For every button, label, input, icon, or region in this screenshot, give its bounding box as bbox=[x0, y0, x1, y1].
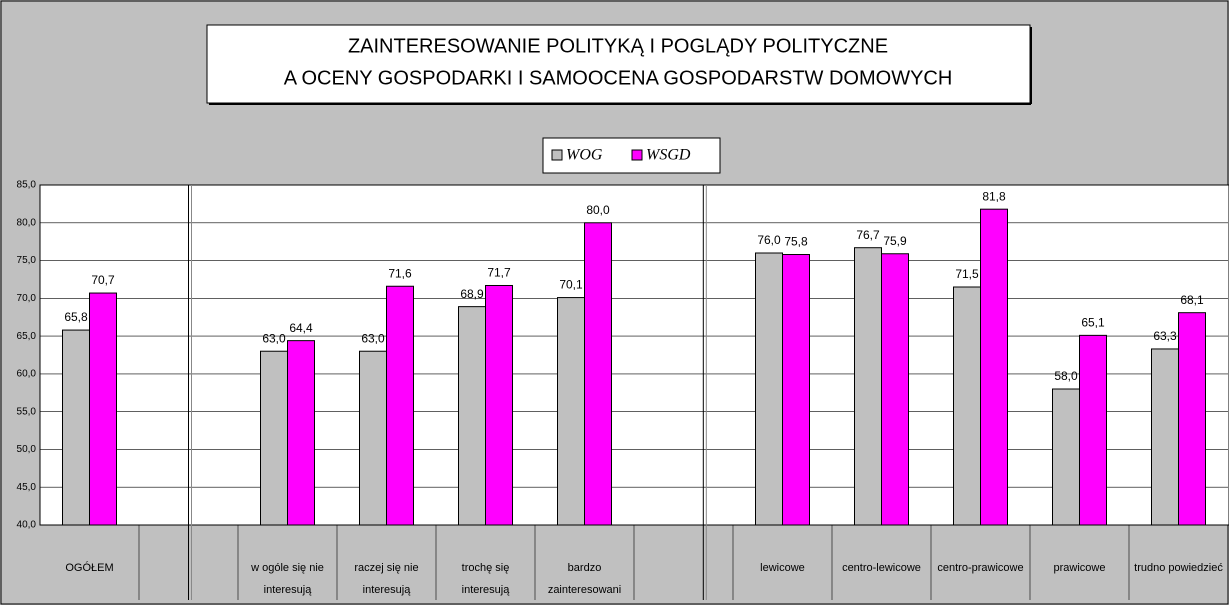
value-label: 63,3 bbox=[1153, 329, 1177, 343]
y-tick-label: 55,0 bbox=[17, 406, 37, 417]
x-tick-label: w ogóle się nie interesują bbox=[251, 562, 324, 596]
value-label: 71,5 bbox=[955, 267, 979, 281]
value-label: 71,7 bbox=[487, 266, 511, 280]
x-tick-label: centro-lewicowe bbox=[842, 562, 921, 574]
value-label: 71,6 bbox=[388, 266, 412, 280]
value-label: 58,0 bbox=[1054, 369, 1078, 383]
value-label: 76,7 bbox=[856, 228, 880, 242]
y-tick-label: 60,0 bbox=[17, 369, 37, 380]
value-label: 68,9 bbox=[460, 287, 484, 301]
x-tick-label: raczej się nie interesują bbox=[354, 562, 419, 596]
value-label: 75,8 bbox=[784, 235, 808, 249]
y-tick-label: 85,0 bbox=[17, 180, 37, 191]
value-label: 65,1 bbox=[1081, 316, 1105, 330]
legend-label: WOG bbox=[566, 147, 603, 164]
bar bbox=[260, 350, 288, 526]
bar bbox=[359, 350, 387, 526]
bar bbox=[980, 208, 1008, 526]
bar bbox=[485, 284, 513, 526]
value-label: 65,8 bbox=[64, 310, 88, 324]
bar bbox=[854, 247, 882, 526]
y-tick-label: 40,0 bbox=[17, 520, 37, 531]
y-tick-label: 45,0 bbox=[17, 482, 37, 493]
bar bbox=[755, 252, 783, 526]
value-label: 75,9 bbox=[883, 234, 907, 248]
value-label: 63,0 bbox=[361, 331, 385, 345]
bar bbox=[62, 329, 90, 526]
value-label: 64,4 bbox=[289, 321, 313, 335]
value-label: 70,1 bbox=[559, 278, 583, 292]
value-label: 81,8 bbox=[982, 189, 1006, 203]
bar bbox=[881, 253, 909, 526]
chart-title: A OCENY GOSPODARKI I SAMOOCENA GOSPODARS… bbox=[284, 67, 953, 89]
y-tick-label: 50,0 bbox=[17, 444, 37, 455]
value-label: 70,7 bbox=[91, 273, 115, 287]
x-tick-label: OGÓŁEM bbox=[65, 562, 114, 574]
y-tick-label: 80,0 bbox=[17, 217, 37, 228]
legend-swatch bbox=[551, 149, 563, 161]
y-tick-label: 70,0 bbox=[17, 293, 37, 304]
bar bbox=[386, 285, 414, 526]
bar bbox=[584, 222, 612, 526]
legend-label: WSGD bbox=[646, 147, 691, 164]
x-tick-label: prawicowe bbox=[1053, 562, 1106, 574]
y-tick-label: 65,0 bbox=[17, 331, 37, 342]
bar bbox=[1079, 334, 1107, 526]
legend-swatch bbox=[631, 149, 643, 161]
x-tick-label: centro-prawicowe bbox=[937, 562, 1024, 574]
value-label: 63,0 bbox=[262, 331, 286, 345]
title-box bbox=[206, 24, 1031, 104]
x-tick-label: trochę się interesują bbox=[461, 562, 510, 596]
bar bbox=[458, 306, 486, 526]
bar bbox=[782, 254, 810, 526]
bar bbox=[953, 286, 981, 526]
bar bbox=[1151, 348, 1179, 526]
bar bbox=[89, 292, 117, 526]
value-label: 68,1 bbox=[1180, 293, 1204, 307]
bar bbox=[557, 297, 585, 526]
y-tick-label: 75,0 bbox=[17, 255, 37, 266]
x-tick-label: trudno powiedzieć bbox=[1134, 562, 1223, 574]
value-label: 80,0 bbox=[586, 203, 610, 217]
bar bbox=[1052, 388, 1080, 526]
bar bbox=[287, 340, 315, 526]
x-tick-label: lewicowe bbox=[760, 562, 805, 574]
bar bbox=[1178, 312, 1206, 526]
plot-area bbox=[39, 184, 1229, 526]
x-tick-label: bardzo zainteresowani bbox=[547, 562, 622, 596]
chart-title: ZAINTERESOWANIE POLITYKĄ I POGLĄDY POLIT… bbox=[348, 35, 888, 57]
value-label: 76,0 bbox=[757, 233, 781, 247]
